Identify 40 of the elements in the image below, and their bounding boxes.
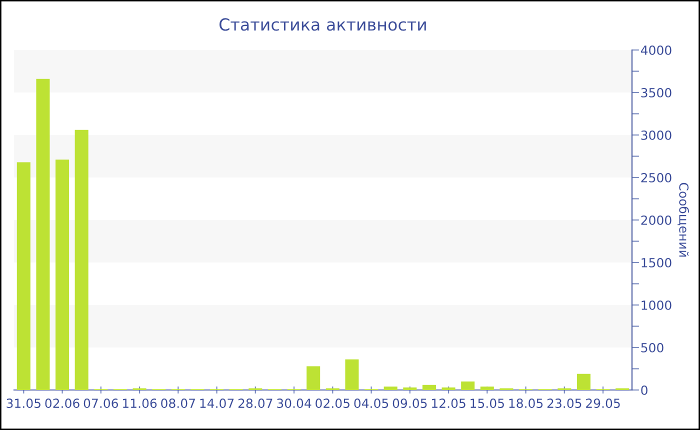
y-tick-label: 2500 [641,172,672,182]
y-axis-title: Сообщений [678,182,690,257]
y-tick-label: 3000 [641,130,672,140]
bar [74,130,88,390]
x-tick-label: 04.05 [354,398,388,408]
bar [345,359,359,390]
y-tick-label: 3500 [641,88,672,98]
bar [36,78,50,390]
x-tick-label: 02.05 [316,398,350,408]
x-tick-label: 02.06 [45,398,80,408]
x-tick-label: 07.06 [84,398,118,408]
bar [384,386,398,390]
x-tick-label: 18.05 [509,398,543,408]
y-tick-label: 4000 [640,45,672,55]
y-tick-label: 1000 [642,300,672,310]
x-tick-label: 30.04 [277,398,312,408]
bar [461,382,475,390]
bar [306,366,320,390]
x-tick-label: 08.07 [161,398,195,408]
bar [480,386,494,390]
y-tick-label: 0 [641,385,648,395]
x-tick-label: 29.05 [586,398,620,408]
y-tick-label: 1500 [642,258,672,268]
y-tick-label: 2000 [641,215,672,225]
x-tick-label: 09.05 [392,398,427,408]
bar [422,384,436,390]
x-tick-label: 11.06 [123,398,157,408]
x-tick-label: 14.07 [200,398,234,408]
x-tick-label: 23.05 [547,398,582,408]
x-tick-label: 31.05 [6,398,40,408]
bar [56,160,70,390]
x-tick-label: 28.07 [238,398,272,408]
bar [442,387,456,390]
bar [403,387,417,390]
chart-title: Статистика активности [220,18,426,31]
x-tick-label: 12.05 [432,398,466,408]
y-tick-label: 500 [641,342,664,352]
bar [16,162,30,390]
x-tick-label: 15.05 [470,398,504,408]
bar [576,374,590,390]
